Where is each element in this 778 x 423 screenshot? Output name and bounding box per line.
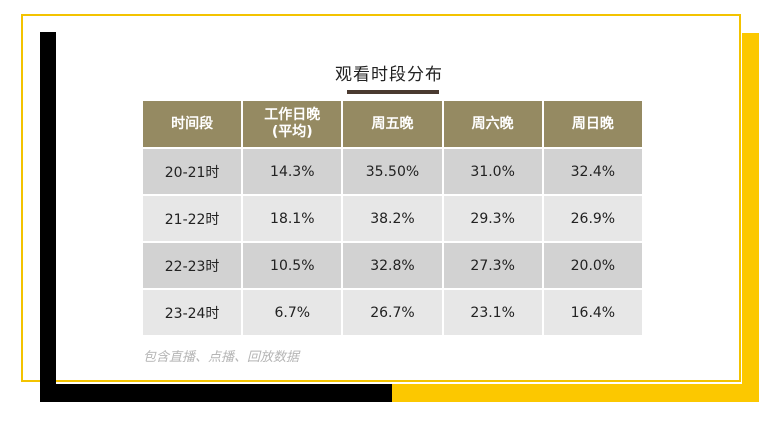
- table-body: 20-21时 14.3% 35.50% 31.0% 32.4% 21-22时 18.1% 38…: [140, 147, 645, 337]
- row-label-cell: 22-23时: [140, 241, 244, 290]
- frame-outline: [21, 14, 741, 382]
- column-header: 时间段: [140, 99, 244, 149]
- table-row: 23-24时 6.7% 26.7% 23.1% 16.4%: [140, 288, 645, 337]
- decorative-bar-bottom-black: [40, 384, 392, 402]
- value-cell: 38.2%: [341, 194, 444, 243]
- table-header-row: 时间段 工作日晚 (平均) 周五晚 周六晚 周日晚: [140, 99, 645, 149]
- value-cell: 35.50%: [341, 147, 444, 196]
- column-header: 周五晚: [341, 99, 444, 149]
- title-underline: [347, 90, 439, 94]
- column-header: 工作日晚 (平均): [241, 99, 344, 149]
- value-cell: 29.3%: [441, 194, 544, 243]
- row-label-cell: 23-24时: [140, 288, 244, 337]
- row-label-cell: 21-22时: [140, 194, 244, 243]
- value-cell: 27.3%: [441, 241, 544, 290]
- decorative-bar-left: [40, 32, 56, 402]
- value-cell: 23.1%: [441, 288, 544, 337]
- column-header: 周六晚: [441, 99, 544, 149]
- row-label-cell: 20-21时: [140, 147, 244, 196]
- data-table: 时间段 工作日晚 (平均) 周五晚 周六晚 周日晚 20-21时 14.3% 35.50% 31…: [140, 99, 645, 337]
- column-header: 周日晚: [541, 99, 645, 149]
- decorative-bar-bottom-yellow: [392, 384, 759, 402]
- table-row: 22-23时 10.5% 32.8% 27.3% 20.0%: [140, 241, 645, 290]
- value-cell: 10.5%: [241, 241, 344, 290]
- value-cell: 31.0%: [441, 147, 544, 196]
- value-cell: 20.0%: [541, 241, 645, 290]
- value-cell: 26.9%: [541, 194, 645, 243]
- value-cell: 26.7%: [341, 288, 444, 337]
- decorative-bar-right: [742, 33, 759, 402]
- table-row: 21-22时 18.1% 38.2% 29.3% 26.9%: [140, 194, 645, 243]
- table-row: 20-21时 14.3% 35.50% 31.0% 32.4%: [140, 147, 645, 196]
- value-cell: 32.4%: [541, 147, 645, 196]
- value-cell: 32.8%: [341, 241, 444, 290]
- value-cell: 16.4%: [541, 288, 645, 337]
- value-cell: 14.3%: [241, 147, 344, 196]
- value-cell: 6.7%: [241, 288, 344, 337]
- footnote: 包含直播、点播、回放数据: [143, 350, 300, 365]
- chart-title: 观看时段分布: [335, 65, 443, 85]
- value-cell: 18.1%: [241, 194, 344, 243]
